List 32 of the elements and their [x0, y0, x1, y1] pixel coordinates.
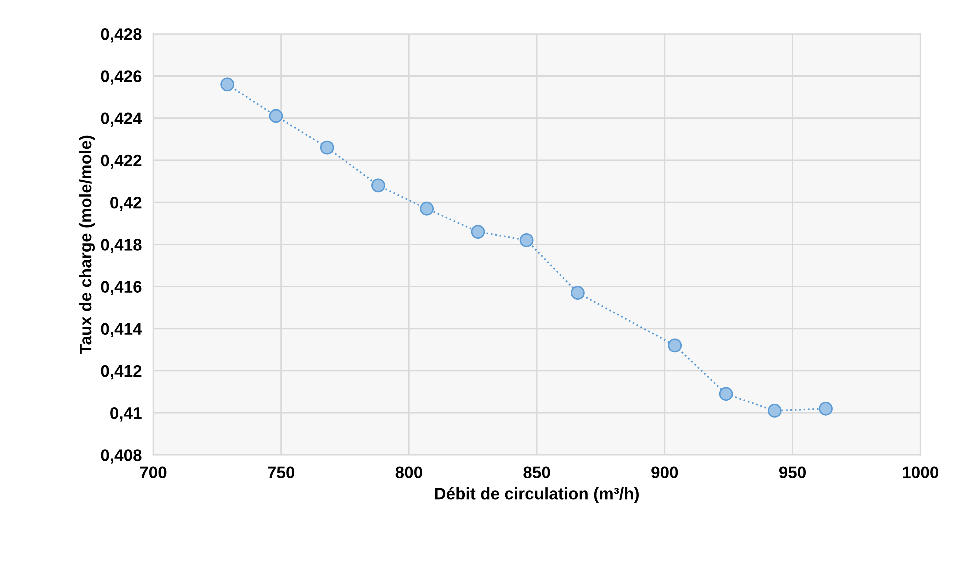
y-tick-label: 0,424 — [101, 112, 142, 127]
y-tick-label: 0,408 — [101, 450, 142, 464]
y-tick-label: 0,416 — [101, 281, 142, 296]
x-tick-label: 950 — [779, 466, 806, 479]
point — [320, 140, 334, 155]
x-axis-title: Débit de circulation (m³/h) — [435, 487, 639, 504]
x-tick-label: 800 — [396, 466, 422, 479]
point — [719, 387, 734, 402]
point — [520, 234, 534, 248]
point — [220, 78, 235, 92]
point — [819, 402, 833, 416]
point — [420, 202, 434, 216]
y-tick-label: 0,41 — [110, 407, 142, 422]
x-tick-label: 700 — [140, 466, 167, 479]
x-tick-label: 750 — [268, 466, 295, 479]
y-tick-label: 0,412 — [101, 365, 142, 380]
y-tick-label: 0,418 — [101, 239, 142, 254]
point — [668, 338, 682, 353]
x-tick-label: 1000 — [903, 466, 938, 479]
y-tick-label: 0,428 — [101, 28, 142, 43]
y-axis-title: Taux de charge (mole/mole) — [79, 136, 96, 354]
y-tick-label: 0,426 — [101, 70, 142, 85]
x-tick-label: 850 — [524, 466, 550, 479]
y-tick-label: 0,422 — [101, 154, 142, 170]
x-tick-label: 900 — [652, 466, 678, 479]
y-tick-label: 0,42 — [110, 196, 142, 212]
point — [372, 178, 386, 193]
point — [269, 109, 284, 124]
y-tick-label: 0,414 — [101, 323, 142, 338]
point — [768, 404, 782, 418]
point — [471, 225, 486, 239]
point — [571, 286, 585, 300]
